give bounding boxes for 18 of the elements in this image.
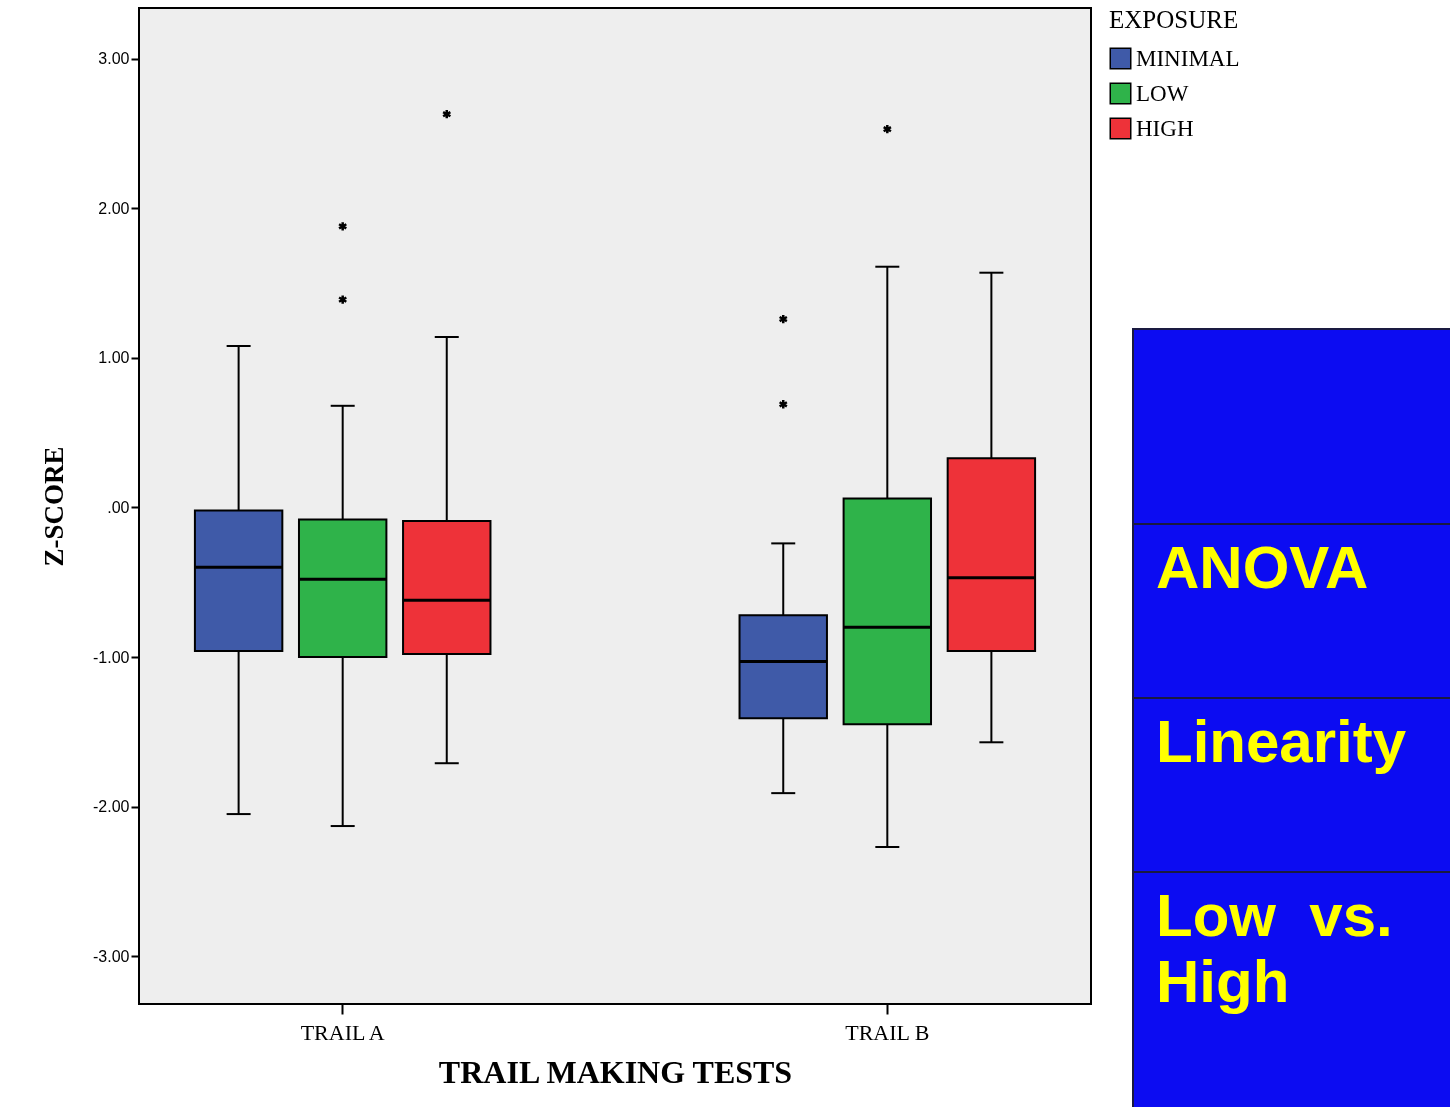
y-tick-label: 3.00 xyxy=(98,50,130,68)
x-tick-label: TRAIL B xyxy=(845,1019,930,1045)
y-tick-label: -3.00 xyxy=(93,947,130,965)
text: Low vs. High xyxy=(1132,871,1450,1107)
x-tick-label: TRAIL A xyxy=(300,1019,385,1045)
legend-label: MINIMAL xyxy=(1136,45,1240,71)
legend-label: LOW xyxy=(1136,80,1189,106)
y-tick-label: -1.00 xyxy=(93,648,130,666)
y-tick-label: -2.00 xyxy=(93,798,130,816)
y-tick-label: 1.00 xyxy=(98,349,130,367)
x-axis-title: TRAIL MAKING TESTS xyxy=(438,1053,793,1090)
y-tick-label: 2.00 xyxy=(98,199,130,217)
legend-title: EXPOSURE xyxy=(1109,6,1239,33)
text: Linearity xyxy=(1132,697,1450,871)
text: ANOVA xyxy=(1132,523,1450,697)
y-tick-label: .00 xyxy=(107,499,130,516)
legend-label: HIGH xyxy=(1136,115,1194,141)
y-axis-title: Z-SCORE xyxy=(39,446,70,567)
